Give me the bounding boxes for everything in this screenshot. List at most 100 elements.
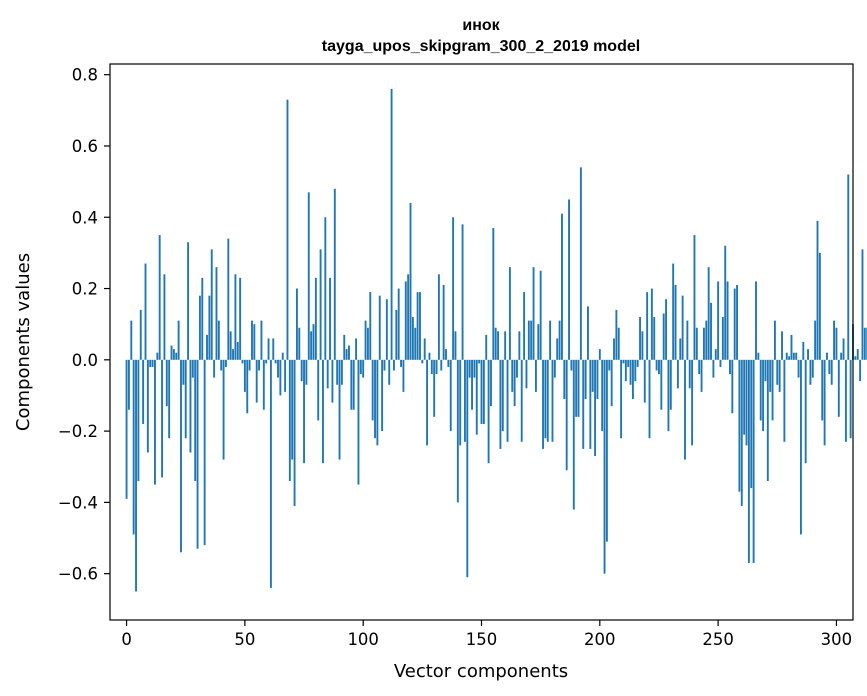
bar-component-107 — [378, 295, 381, 360]
bar-component-33 — [203, 359, 206, 546]
bar-component-10 — [149, 359, 152, 367]
bar-component-78 — [310, 331, 313, 360]
bar-component-118 — [404, 281, 407, 360]
bar-component-46 — [234, 274, 237, 360]
bar-component-214 — [631, 359, 634, 400]
bar-component-190 — [575, 359, 578, 417]
bar-component-11 — [151, 359, 154, 367]
bar-component-192 — [579, 167, 582, 360]
bar-component-17 — [165, 359, 168, 407]
bar-component-31 — [198, 295, 201, 360]
bar-component-51 — [246, 359, 249, 414]
bar-component-179 — [549, 320, 552, 360]
bar-component-221 — [648, 359, 651, 439]
bar-component-289 — [809, 359, 812, 385]
bar-component-29 — [194, 359, 197, 481]
bar-component-198 — [594, 359, 597, 457]
bar-component-121 — [411, 317, 414, 360]
bar-component-218 — [641, 331, 644, 360]
bar-component-150 — [480, 359, 483, 424]
bar-component-168 — [523, 292, 526, 360]
bar-component-208 — [617, 327, 620, 360]
bar-component-136 — [447, 359, 450, 367]
bar-component-135 — [445, 349, 447, 360]
bar-component-199 — [596, 359, 599, 400]
bar-component-84 — [324, 217, 327, 360]
bar-component-228 — [665, 299, 668, 360]
bar-component-119 — [407, 274, 410, 360]
bar-component-157 — [497, 331, 500, 360]
bar-component-9 — [146, 359, 149, 453]
bar-component-44 — [229, 331, 232, 360]
bar-component-137 — [449, 359, 452, 432]
bar-component-203 — [605, 359, 608, 542]
x-tick-label: 200 — [584, 630, 616, 649]
bar-component-227 — [662, 313, 665, 360]
bar-component-155 — [492, 227, 495, 360]
bar-component-177 — [544, 359, 547, 439]
bar-component-275 — [776, 359, 779, 385]
bar-component-102 — [366, 327, 369, 360]
bar-component-129 — [430, 359, 433, 375]
bar-component-264 — [750, 359, 753, 489]
bar-component-171 — [530, 320, 533, 360]
bar-component-85 — [326, 359, 329, 389]
bar-component-152 — [485, 334, 488, 360]
bar-component-43 — [227, 238, 230, 360]
bar-component-69 — [288, 359, 291, 481]
x-tick-label: 150 — [466, 630, 498, 649]
y-tick-label: 0.0 — [72, 351, 98, 370]
bar-component-18 — [168, 359, 171, 439]
x-tick-label: 100 — [347, 630, 379, 649]
bar-component-267 — [757, 352, 760, 360]
bar-component-149 — [478, 359, 481, 364]
bar-component-65 — [279, 359, 282, 396]
bar-component-294 — [821, 359, 824, 421]
bar-component-220 — [646, 292, 649, 360]
bar-component-274 — [773, 320, 776, 360]
bar-component-37 — [213, 359, 216, 378]
bar-component-34 — [206, 334, 208, 360]
y-tick-label: −0.6 — [58, 565, 98, 584]
bar-component-96 — [352, 359, 355, 410]
bar-component-233 — [676, 359, 679, 389]
bar-component-30 — [196, 359, 199, 549]
bar-component-71 — [293, 359, 296, 506]
bar-component-235 — [681, 295, 684, 360]
bar-component-24 — [182, 359, 185, 385]
bar-component-92 — [343, 334, 346, 360]
bar-component-197 — [591, 359, 594, 392]
bar-component-128 — [428, 352, 431, 360]
bar-component-80 — [314, 277, 317, 360]
bar-component-126 — [423, 338, 426, 360]
bar-component-163 — [511, 359, 514, 392]
bar-component-202 — [603, 359, 606, 574]
bar-component-59 — [265, 359, 268, 364]
bar-component-263 — [747, 359, 750, 563]
bar-component-196 — [589, 359, 592, 449]
bar-component-252 — [721, 317, 724, 360]
bar-component-161 — [506, 359, 509, 442]
bar-component-284 — [797, 359, 800, 378]
bar-component-225 — [658, 359, 660, 375]
bar-component-258 — [736, 284, 738, 360]
bar-component-125 — [421, 359, 424, 364]
bar-component-97 — [355, 338, 358, 360]
y-tick-label: −0.4 — [58, 493, 98, 512]
bar-component-271 — [766, 359, 769, 481]
bar-component-0 — [125, 359, 128, 499]
bar-component-204 — [608, 359, 611, 371]
bar-component-229 — [667, 359, 670, 432]
bar-component-253 — [724, 245, 727, 360]
bar-component-114 — [395, 309, 398, 360]
bar-component-178 — [546, 359, 549, 442]
bar-component-100 — [362, 359, 365, 378]
bar-component-243 — [700, 359, 703, 392]
bar-component-106 — [376, 359, 379, 446]
bar-component-291 — [814, 320, 817, 360]
x-axis-ticks: 0 50 100 150 200 250 300 — [121, 620, 852, 649]
bar-component-116 — [400, 359, 402, 367]
bar-component-115 — [397, 288, 400, 360]
bar-component-159 — [501, 359, 504, 432]
